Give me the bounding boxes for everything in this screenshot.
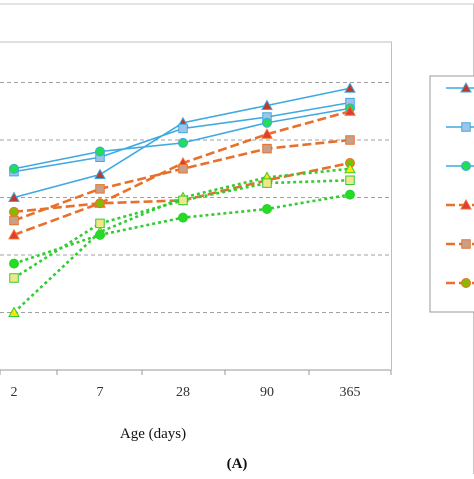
- x-tick-label: 2: [11, 385, 18, 400]
- marker-triangle: [460, 198, 472, 210]
- marker-circle: [95, 229, 105, 240]
- series: [9, 135, 355, 226]
- marker-triangle: [344, 105, 356, 116]
- marker-circle: [95, 198, 105, 209]
- legend-item: [446, 122, 474, 132]
- marker-circle: [178, 212, 188, 223]
- x-tick-label: 28: [176, 385, 190, 400]
- x-axis: 2 7 28 90 365: [0, 369, 392, 400]
- marker-triangle: [460, 81, 472, 93]
- marker-square: [262, 143, 272, 154]
- marker-circle: [9, 258, 19, 269]
- series: [9, 189, 355, 269]
- marker-triangle: [261, 99, 273, 110]
- legend-item: [446, 161, 474, 171]
- marker-circle: [345, 189, 355, 200]
- panel-label: (A): [227, 456, 248, 472]
- legend-item: [446, 198, 474, 210]
- marker-square: [345, 135, 355, 145]
- series-line: [13, 167, 351, 314]
- marker-circle: [9, 206, 19, 217]
- marker-square: [262, 178, 272, 188]
- x-tick-label: 365: [340, 385, 361, 400]
- marker-square: [178, 123, 188, 134]
- marker-circle: [262, 204, 272, 214]
- marker-circle: [178, 137, 188, 148]
- marker-square: [9, 215, 19, 226]
- plot-area: [0, 41, 392, 370]
- marker-circle: [262, 117, 272, 128]
- marker-triangle: [261, 128, 273, 139]
- marker-circle: [95, 146, 105, 157]
- marker-square: [345, 175, 355, 185]
- series: [9, 103, 355, 174]
- marker-triangle: [344, 82, 356, 93]
- series-group: [8, 82, 356, 317]
- marker-triangle: [8, 191, 20, 202]
- x-tick-label: 7: [97, 385, 104, 400]
- marker-square: [95, 218, 105, 229]
- legend: [429, 75, 474, 313]
- marker-circle: [461, 161, 471, 171]
- marker-square: [178, 164, 188, 174]
- marker-square: [95, 184, 105, 194]
- marker-square: [178, 195, 188, 206]
- marker-triangle: [8, 306, 20, 317]
- x-tick-label: 90: [260, 385, 274, 400]
- marker-square: [9, 273, 19, 283]
- marker-square: [461, 122, 471, 132]
- marker-triangle: [344, 162, 356, 174]
- marker-triangle: [8, 228, 20, 240]
- legend-item: [446, 239, 474, 249]
- marker-circle: [461, 278, 471, 288]
- legend-item: [446, 81, 474, 93]
- marker-circle: [9, 163, 19, 174]
- series: [9, 175, 355, 283]
- marker-triangle: [94, 168, 106, 179]
- x-axis-title: Age (days): [120, 426, 186, 442]
- legend-item: [446, 278, 474, 288]
- marker-square: [461, 239, 471, 249]
